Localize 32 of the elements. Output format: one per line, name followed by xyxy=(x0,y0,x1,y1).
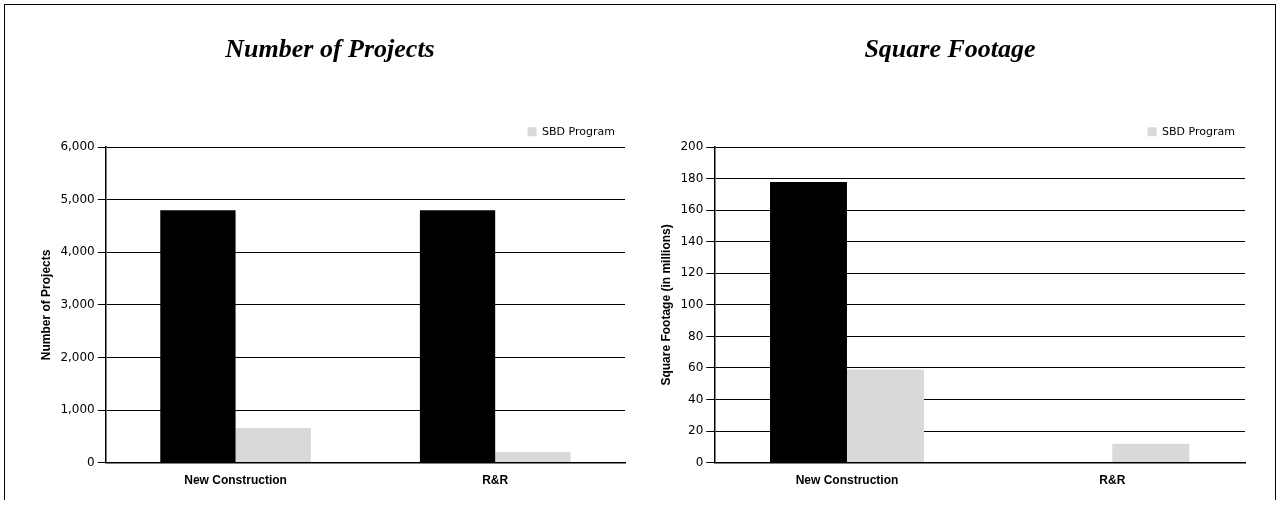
y-tick-label: 3,000 xyxy=(60,297,95,312)
y-tick-label: 40 xyxy=(688,391,704,406)
y-tick-label: 1,000 xyxy=(60,402,95,417)
bar xyxy=(235,427,311,463)
bar xyxy=(846,369,924,463)
chart-title: Square Footage xyxy=(864,34,1036,64)
y-tick-label: 200 xyxy=(680,139,704,154)
bar xyxy=(1112,443,1190,463)
y-axis-title: Square Footage (in millions) xyxy=(658,224,673,386)
y-tick-label: 120 xyxy=(680,265,704,280)
y-tick-label: 180 xyxy=(680,170,704,185)
y-tick-label: 140 xyxy=(680,233,704,248)
y-tick-label: 5,000 xyxy=(60,191,95,206)
bar xyxy=(495,452,571,463)
y-tick-label: 2,000 xyxy=(60,349,95,364)
y-tick-label: 100 xyxy=(680,297,704,312)
y-tick-label: 6,000 xyxy=(60,139,95,154)
y-tick-label: 160 xyxy=(680,202,704,217)
y-tick-label: 80 xyxy=(688,328,704,343)
legend-label: SBD Program xyxy=(542,124,616,138)
y-tick-label: 60 xyxy=(688,360,704,375)
x-tick-label: New Construction xyxy=(795,473,899,488)
x-tick-label: New Construction xyxy=(184,473,287,488)
chart-title: Number of Projects xyxy=(224,34,435,64)
y-tick-label: 0 xyxy=(695,454,704,469)
y-tick-label: 20 xyxy=(688,423,704,438)
x-tick-label: R&R xyxy=(1099,473,1126,488)
y-axis-title: Number of Projects xyxy=(38,249,53,361)
x-tick-label: R&R xyxy=(482,473,509,488)
y-tick-label: 4,000 xyxy=(60,244,95,259)
y-tick-label: 0 xyxy=(87,454,95,469)
legend-label: SBD Program xyxy=(1162,124,1236,138)
